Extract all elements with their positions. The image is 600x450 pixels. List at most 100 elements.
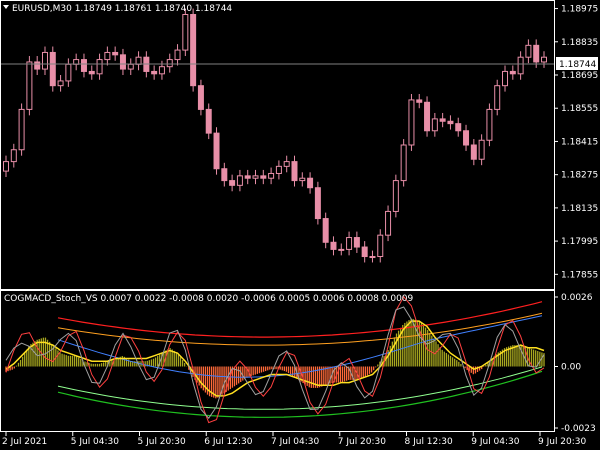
candle-body	[470, 144, 477, 160]
candle-body	[463, 130, 470, 146]
candle-body	[509, 70, 516, 75]
candle-body	[447, 120, 454, 125]
candle-body	[104, 51, 111, 61]
indicator-panel-frame	[0, 290, 555, 432]
price-tick-label: 1.18415	[561, 137, 598, 147]
stoch-main-line	[5, 295, 545, 424]
lower-band-inner-line	[57, 366, 543, 410]
candle-body	[151, 70, 158, 75]
candle-body	[112, 51, 119, 56]
candle-body	[361, 246, 368, 258]
candle-body	[57, 80, 64, 87]
time-tick-label: 5 Jul 04:30	[71, 437, 120, 447]
candle-body	[533, 44, 540, 63]
candle-body	[213, 132, 220, 170]
candle-body	[34, 61, 41, 70]
candle-body	[439, 118, 446, 122]
candle-body	[369, 256, 376, 259]
candle-body	[174, 49, 181, 61]
candle-body	[197, 85, 204, 110]
time-tick-label: 8 Jul 12:30	[405, 437, 454, 447]
time-tick-label: 5 Jul 20:30	[138, 437, 187, 447]
candle-body	[190, 13, 197, 87]
candle-body	[322, 218, 329, 243]
time-tick-label: 9 Jul 20:30	[538, 437, 587, 447]
candle-body	[416, 99, 423, 103]
signal-line	[5, 320, 545, 397]
upper-band-line	[57, 301, 543, 338]
candle-body	[65, 63, 72, 82]
time-tick-label: 6 Jul 12:30	[204, 437, 253, 447]
candle-body	[229, 180, 236, 186]
candle-body	[268, 172, 275, 179]
candle-body	[330, 241, 337, 250]
candle-body	[299, 177, 306, 182]
candle-body	[275, 165, 282, 174]
price-axis: 1.18975 1.18835 1.18695 1.18555 1.18415 1.182…	[554, 5, 598, 280]
current-price-box	[556, 57, 598, 70]
candle-body	[236, 175, 243, 186]
price-tick-label: 1.17995	[561, 237, 598, 247]
candle-body	[26, 61, 33, 110]
time-axis: 2 Jul 2021 5 Jul 04:30 5 Jul 20:30 6 Jul 12…	[2, 432, 587, 447]
indicator-tick-label: -0.0023	[561, 424, 596, 434]
candle-body	[119, 54, 126, 70]
price-tick-label: 1.18975	[561, 5, 598, 15]
candle-body	[455, 123, 462, 132]
symbol-marker-icon	[3, 5, 9, 9]
indicator-label: COGMACD_Stoch_VS 0.0007 0.0022 -0.0008 0…	[4, 294, 414, 304]
candle-body	[18, 108, 25, 151]
candle-body	[221, 168, 228, 182]
candle-body	[478, 139, 485, 160]
candle-body	[244, 175, 251, 179]
candle-body	[158, 66, 165, 75]
candles-layer	[3, 8, 547, 263]
candle-body	[400, 144, 407, 182]
candle-body	[166, 59, 173, 68]
candle-body	[80, 59, 87, 72]
candle-body	[260, 175, 267, 179]
candle-body	[431, 118, 438, 132]
candle-body	[314, 187, 321, 220]
candle-body	[182, 13, 189, 51]
candle-body	[392, 180, 399, 212]
candle-body	[541, 56, 547, 63]
candle-body	[377, 234, 384, 258]
price-tick-label: 1.18835	[561, 38, 598, 48]
symbol-info: EURUSD,M30 1.18749 1.18761 1.18740 1.187…	[12, 4, 232, 14]
candle-body	[385, 210, 392, 236]
indicator-tick-label: 0.0026	[561, 293, 593, 303]
candle-body	[88, 70, 95, 75]
candle-body	[338, 248, 345, 251]
candle-body	[307, 177, 314, 189]
price-tick-label: 1.18695	[561, 71, 598, 81]
time-tick-label: 7 Jul 20:30	[338, 437, 387, 447]
candle-body	[486, 108, 493, 141]
candle-body	[283, 161, 290, 167]
stoch-dark-line	[5, 306, 545, 420]
candle-body	[96, 59, 103, 75]
candle-body	[135, 56, 142, 65]
price-tick-label: 1.18555	[561, 104, 598, 114]
candle-body	[252, 175, 259, 179]
candle-body	[41, 51, 48, 70]
price-panel-frame	[0, 0, 555, 290]
candle-body	[494, 85, 501, 110]
candle-body	[502, 70, 509, 87]
indicator-axis: 0.0026 0.00 -0.0023	[554, 293, 596, 434]
time-tick-label: 7 Jul 04:30	[271, 437, 320, 447]
indicator-tick-label: 0.00	[561, 363, 581, 373]
candle-body	[346, 237, 353, 250]
candle-body	[205, 108, 212, 134]
lower-band-line	[57, 370, 543, 418]
candle-body	[49, 51, 56, 87]
candle-body	[127, 63, 134, 70]
candle-body	[517, 56, 524, 75]
candle-body	[424, 101, 431, 132]
candle-body	[353, 237, 360, 248]
price-tick-label: 1.17855	[561, 270, 598, 280]
candle-body	[3, 161, 9, 172]
price-tick-label: 1.18275	[561, 171, 598, 181]
